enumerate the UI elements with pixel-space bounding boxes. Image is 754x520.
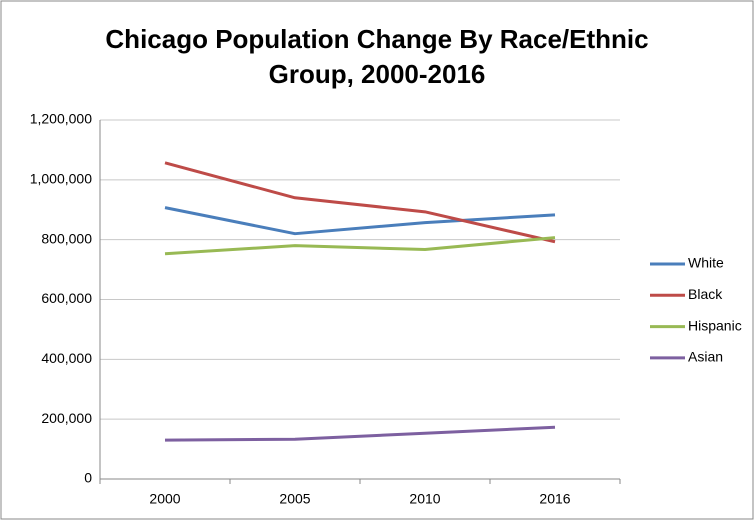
x-tick-label: 2005 bbox=[279, 491, 310, 507]
series-line bbox=[164, 425, 556, 442]
x-tick-label: 2000 bbox=[149, 491, 180, 507]
legend-label: Black bbox=[688, 286, 723, 302]
y-tick-label: 0 bbox=[84, 470, 92, 486]
y-tick-label: 1,000,000 bbox=[30, 171, 92, 187]
y-tick-label: 1,200,000 bbox=[30, 111, 92, 127]
legend-label: Asian bbox=[688, 349, 723, 365]
legend-label: Hispanic bbox=[688, 317, 742, 333]
chart-title: Chicago Population Change By Race/Ethnic… bbox=[105, 24, 649, 89]
y-tick-label: 600,000 bbox=[41, 290, 92, 306]
y-tick-label: 800,000 bbox=[41, 230, 92, 246]
series-line bbox=[164, 161, 556, 244]
series-line bbox=[164, 236, 556, 256]
y-tick-label: 400,000 bbox=[41, 350, 92, 366]
x-tick-label: 2016 bbox=[539, 491, 570, 507]
y-tick-label: 200,000 bbox=[41, 410, 92, 426]
legend-label: White bbox=[688, 255, 724, 271]
x-tick-label: 2010 bbox=[409, 491, 440, 507]
series-line bbox=[164, 206, 556, 236]
